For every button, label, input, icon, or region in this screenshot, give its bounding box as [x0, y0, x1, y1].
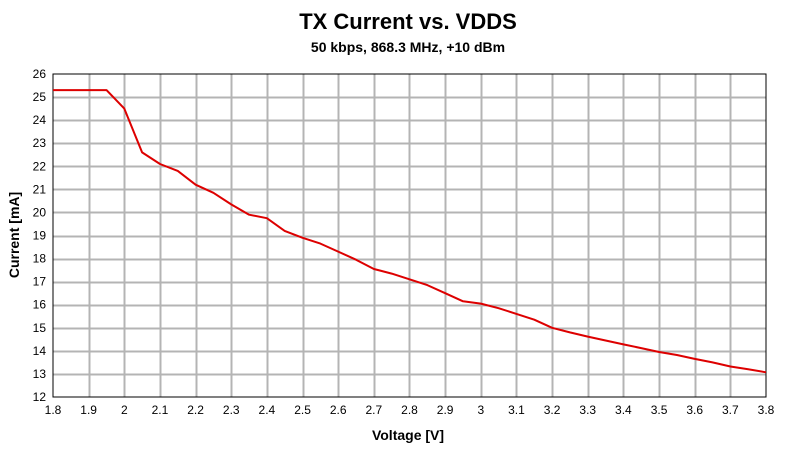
x-tick-label: 3.6	[686, 403, 703, 417]
x-axis-label: Voltage [V]	[372, 427, 444, 443]
x-tick-label: 3.3	[579, 403, 596, 417]
x-tick-label: 3	[477, 403, 484, 417]
x-tick-label: 2.1	[152, 403, 169, 417]
x-tick-label: 3.8	[758, 403, 775, 417]
x-tick-label: 1.9	[80, 403, 97, 417]
x-tick-label: 2.5	[294, 403, 311, 417]
y-tick-label: 26	[33, 67, 47, 81]
x-tick-label: 2.6	[330, 403, 347, 417]
x-tick-label: 2.4	[259, 403, 276, 417]
x-tick-label: 2.2	[187, 403, 204, 417]
y-tick-label: 22	[33, 159, 47, 173]
x-tick-label: 3.5	[651, 403, 668, 417]
x-tick-label: 1.8	[45, 403, 62, 417]
y-tick-label: 23	[33, 136, 47, 150]
x-tick-label: 2.8	[401, 403, 418, 417]
y-tick-label: 16	[33, 298, 47, 312]
x-tick-label: 3.1	[508, 403, 525, 417]
y-tick-label: 15	[33, 321, 47, 335]
y-axis-label: Current [mA]	[6, 192, 22, 278]
x-tick-label: 3.7	[722, 403, 739, 417]
series-line	[53, 89, 767, 374]
y-tick-label: 21	[33, 182, 47, 196]
y-tick-label: 14	[33, 344, 47, 358]
x-tick-label: 2.3	[223, 403, 240, 417]
chart-subtitle: 50 kbps, 868.3 MHz, +10 dBm	[311, 39, 505, 55]
y-tick-label: 24	[33, 113, 47, 127]
y-tick-label: 17	[33, 275, 47, 289]
plot-area-frame	[52, 73, 767, 398]
y-tick-label: 19	[33, 229, 47, 243]
x-tick-label: 3.2	[544, 403, 561, 417]
tick-labels: 1.8 1.9 2 2.1 2.2 2.3 2.4 2.5 2.6 2.7 2.8 2.9 3 3.1 3.…	[33, 67, 775, 417]
y-tick-label: 20	[33, 205, 47, 219]
y-tick-label: 12	[33, 390, 47, 404]
y-tick-label: 13	[33, 367, 47, 381]
x-tick-label: 2	[121, 403, 128, 417]
x-tick-label: 2.7	[366, 403, 383, 417]
x-tick-label: 3.4	[615, 403, 632, 417]
grid	[53, 74, 766, 397]
series-layer	[53, 89, 767, 374]
y-tick-label: 18	[33, 252, 47, 266]
chart-title: TX Current vs. VDDS	[299, 9, 517, 34]
x-tick-label: 2.9	[437, 403, 454, 417]
y-tick-label: 25	[33, 90, 47, 104]
